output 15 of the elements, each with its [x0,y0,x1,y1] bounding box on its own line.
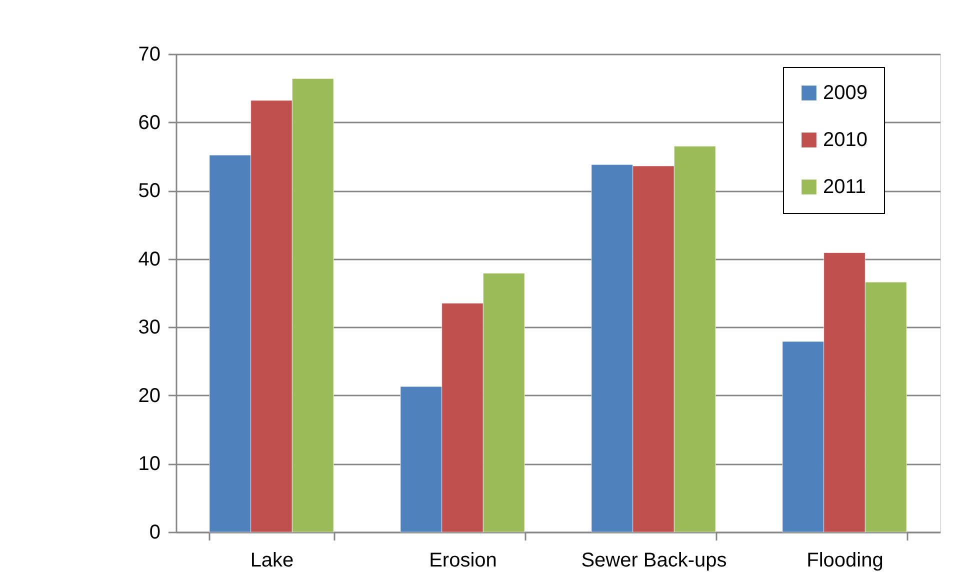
y-tick-label: 0 [149,522,160,544]
x-tick-label: Sewer Back-ups [581,550,727,572]
y-tick-label: 20 [138,384,160,407]
legend-label: 2011 [823,176,866,198]
legend-label: 2010 [823,129,868,151]
y-tick-label: 30 [138,316,160,339]
x-tick-label: Flooding [806,550,884,572]
legend-label: 2009 [823,82,868,104]
y-tick-label: 60 [138,112,160,134]
y-tick-label: 40 [138,248,160,270]
y-tick-label: 70 [138,44,160,66]
x-tick-label: Erosion [429,550,497,572]
y-tick-label: 50 [138,180,160,202]
x-tick-label: Lake [250,550,294,572]
y-tick-label: 10 [138,453,160,476]
